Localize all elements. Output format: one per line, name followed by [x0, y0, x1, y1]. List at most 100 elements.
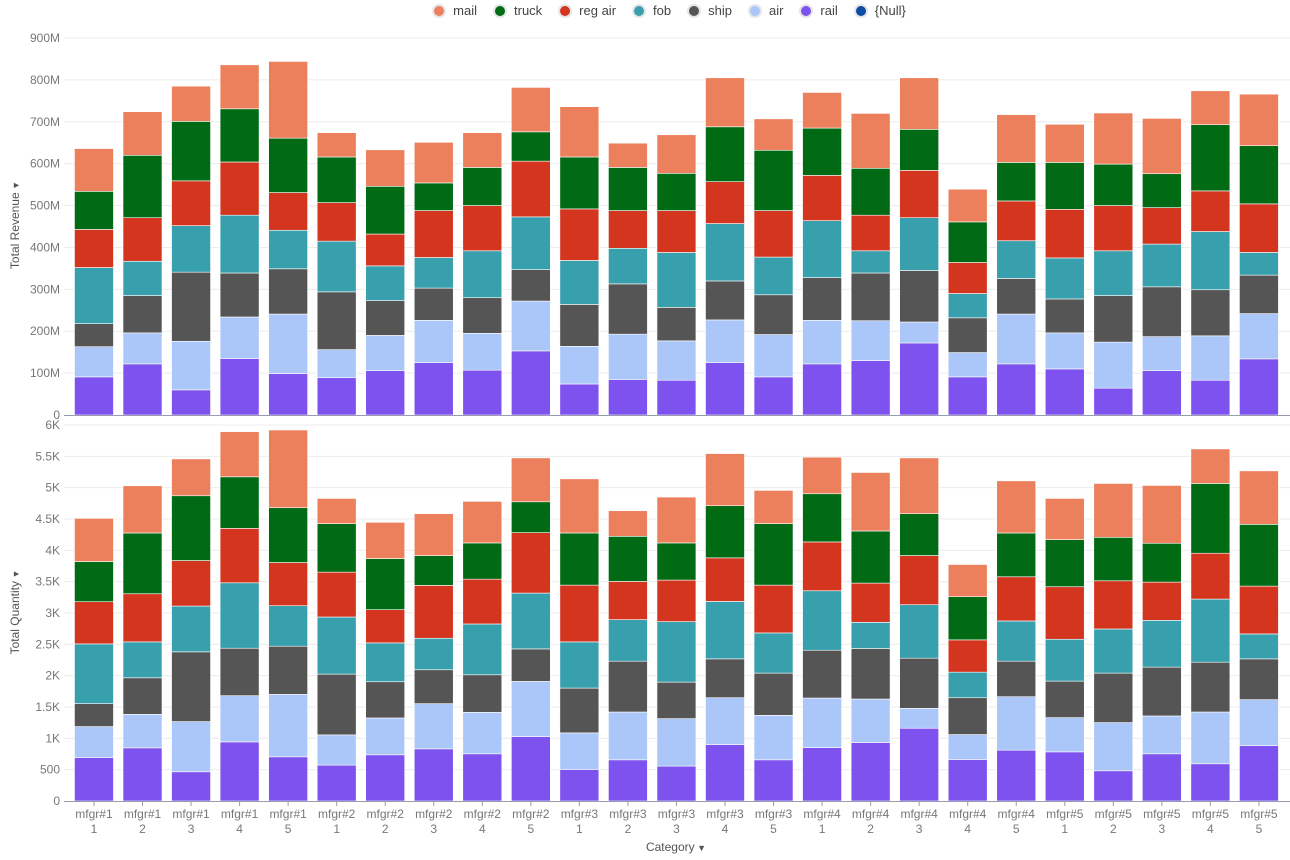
bar-segment-fob-mfgr21[interactable] [316, 240, 357, 293]
bar-segment-mail-mfgr35[interactable] [753, 490, 794, 524]
bar-segment-fob-mfgr43[interactable] [899, 217, 939, 271]
bar-segment-ship-mfgr33[interactable] [656, 681, 697, 719]
bar-segment-fob-mfgr13[interactable] [171, 225, 211, 273]
bar-segment-truck-mfgr31[interactable] [559, 156, 600, 210]
bar-segment-mail-mfgr13[interactable] [171, 458, 211, 497]
bar-segment-rail-mfgr51[interactable] [1044, 751, 1085, 802]
bar-segment-truck-mfgr24[interactable] [462, 542, 503, 580]
bar-segment-ship-mfgr54[interactable] [1190, 661, 1231, 713]
bar-segment-fob-mfgr12[interactable] [122, 641, 163, 679]
bar-segment-mail-mfgr42[interactable] [850, 113, 891, 169]
legend-item-truck[interactable]: truck [495, 3, 542, 18]
bar-segment-fob-mfgr12[interactable] [122, 260, 163, 296]
bar-segment-mail-mfgr25[interactable] [511, 457, 551, 503]
bar-segment-truck-mfgr22[interactable] [365, 558, 406, 610]
bar-segment-ship-mfgr52[interactable] [1093, 295, 1134, 343]
bar-segment-air-mfgr25[interactable] [511, 300, 551, 352]
bar-segment-mail-mfgr45[interactable] [996, 480, 1037, 534]
bar-segment-ship-mfgr55[interactable] [1239, 658, 1279, 700]
bar-segment-fob-mfgr43[interactable] [899, 604, 939, 659]
bar-segment-fob-mfgr21[interactable] [316, 616, 357, 675]
bar-segment-rail-mfgr42[interactable] [850, 742, 891, 802]
bar-segment-fob-mfgr51[interactable] [1044, 638, 1085, 682]
bar-segment-mail-mfgr42[interactable] [850, 472, 891, 532]
bar-segment-rail-mfgr24[interactable] [462, 753, 503, 802]
bar-segment-rail-mfgr24[interactable] [462, 369, 503, 416]
bar-segment-fob-mfgr23[interactable] [413, 637, 454, 671]
bar-segment-mail-mfgr44[interactable] [947, 188, 988, 223]
bar-segment-ship-mfgr43[interactable] [899, 657, 939, 709]
bar-segment-ship-mfgr22[interactable] [365, 300, 406, 336]
bar-segment-air-mfgr41[interactable] [802, 320, 842, 365]
bar-segment-ship-mfgr11[interactable] [74, 703, 114, 727]
bar-segment-air-mfgr15[interactable] [268, 313, 308, 374]
bar-segment-ship-mfgr31[interactable] [559, 687, 600, 734]
bar-segment-truck-mfgr53[interactable] [1142, 173, 1182, 208]
bar-segment-reg-air-mfgr55[interactable] [1239, 203, 1279, 253]
bar-segment-fob-mfgr13[interactable] [171, 605, 211, 653]
bar-segment-ship-mfgr42[interactable] [850, 648, 891, 700]
bar-segment-rail-mfgr33[interactable] [656, 765, 697, 802]
bar-segment-air-mfgr33[interactable] [656, 340, 697, 381]
bar-segment-ship-mfgr41[interactable] [802, 277, 842, 321]
bar-segment-air-mfgr31[interactable] [559, 732, 600, 770]
bar-segment-ship-mfgr54[interactable] [1190, 289, 1231, 337]
bar-segment-air-mfgr44[interactable] [947, 352, 988, 378]
bar-segment-truck-mfgr35[interactable] [753, 149, 794, 211]
bar-segment-reg-air-mfgr51[interactable] [1044, 586, 1085, 640]
bar-segment-fob-mfgr54[interactable] [1190, 231, 1231, 291]
bar-segment-rail-mfgr45[interactable] [996, 749, 1037, 802]
bar-segment-rail-mfgr23[interactable] [413, 748, 454, 802]
bar-segment-air-mfgr45[interactable] [996, 313, 1037, 365]
bar-segment-ship-mfgr13[interactable] [171, 271, 211, 342]
bar-segment-ship-mfgr32[interactable] [608, 660, 648, 713]
bar-segment-reg-air-mfgr12[interactable] [122, 217, 163, 262]
bar-segment-truck-mfgr45[interactable] [996, 162, 1037, 202]
bar-segment-fob-mfgr45[interactable] [996, 240, 1037, 279]
bar-segment-mail-mfgr43[interactable] [899, 457, 939, 514]
bar-segment-truck-mfgr14[interactable] [219, 108, 260, 163]
bar-segment-rail-mfgr15[interactable] [268, 756, 308, 802]
bar-segment-ship-mfgr43[interactable] [899, 270, 939, 323]
bar-segment-ship-mfgr21[interactable] [316, 291, 357, 350]
bar-segment-mail-mfgr24[interactable] [462, 501, 503, 544]
bar-segment-ship-mfgr53[interactable] [1142, 286, 1182, 337]
bar-segment-ship-mfgr44[interactable] [947, 317, 988, 353]
bar-segment-rail-mfgr45[interactable] [996, 363, 1037, 416]
bar-segment-truck-mfgr21[interactable] [316, 156, 357, 203]
bar-segment-truck-mfgr24[interactable] [462, 167, 503, 206]
bar-segment-reg-air-mfgr13[interactable] [171, 560, 211, 607]
bar-segment-truck-mfgr42[interactable] [850, 167, 891, 216]
bar-segment-rail-mfgr41[interactable] [802, 747, 842, 802]
bar-segment-mail-mfgr14[interactable] [219, 64, 260, 110]
bar-segment-rail-mfgr53[interactable] [1142, 753, 1182, 802]
bar-segment-ship-mfgr24[interactable] [462, 674, 503, 713]
bar-segment-air-mfgr52[interactable] [1093, 341, 1134, 389]
y-axis-title-revenue[interactable]: Total Revenue ▼ [8, 181, 22, 269]
bar-segment-reg-air-mfgr32[interactable] [608, 581, 648, 620]
bar-segment-mail-mfgr43[interactable] [899, 77, 939, 130]
bar-segment-reg-air-mfgr41[interactable] [802, 541, 842, 592]
bar-segment-reg-air-mfgr32[interactable] [608, 210, 648, 249]
bar-segment-air-mfgr55[interactable] [1239, 313, 1279, 360]
bar-segment-ship-mfgr23[interactable] [413, 669, 454, 704]
bar-segment-ship-mfgr45[interactable] [996, 660, 1037, 698]
bar-segment-reg-air-mfgr53[interactable] [1142, 581, 1182, 621]
bar-segment-ship-mfgr25[interactable] [511, 648, 551, 682]
bar-segment-truck-mfgr15[interactable] [268, 507, 308, 563]
legend-item-air[interactable]: air [749, 3, 783, 18]
bar-segment-truck-mfgr15[interactable] [268, 137, 308, 193]
bar-segment-air-mfgr42[interactable] [850, 698, 891, 743]
bar-segment-air-mfgr34[interactable] [705, 697, 745, 745]
bar-segment-truck-mfgr34[interactable] [705, 126, 745, 182]
bar-segment-mail-mfgr23[interactable] [413, 513, 454, 556]
bar-segment-ship-mfgr45[interactable] [996, 278, 1037, 315]
bar-segment-fob-mfgr15[interactable] [268, 605, 308, 647]
bar-segment-rail-mfgr23[interactable] [413, 362, 454, 416]
bar-segment-ship-mfgr31[interactable] [559, 304, 600, 347]
bar-segment-air-mfgr25[interactable] [511, 681, 551, 737]
bar-segment-fob-mfgr24[interactable] [462, 623, 503, 676]
bar-segment-air-mfgr42[interactable] [850, 320, 891, 361]
bar-segment-rail-mfgr52[interactable] [1093, 387, 1134, 416]
bar-segment-mail-mfgr22[interactable] [365, 149, 406, 187]
